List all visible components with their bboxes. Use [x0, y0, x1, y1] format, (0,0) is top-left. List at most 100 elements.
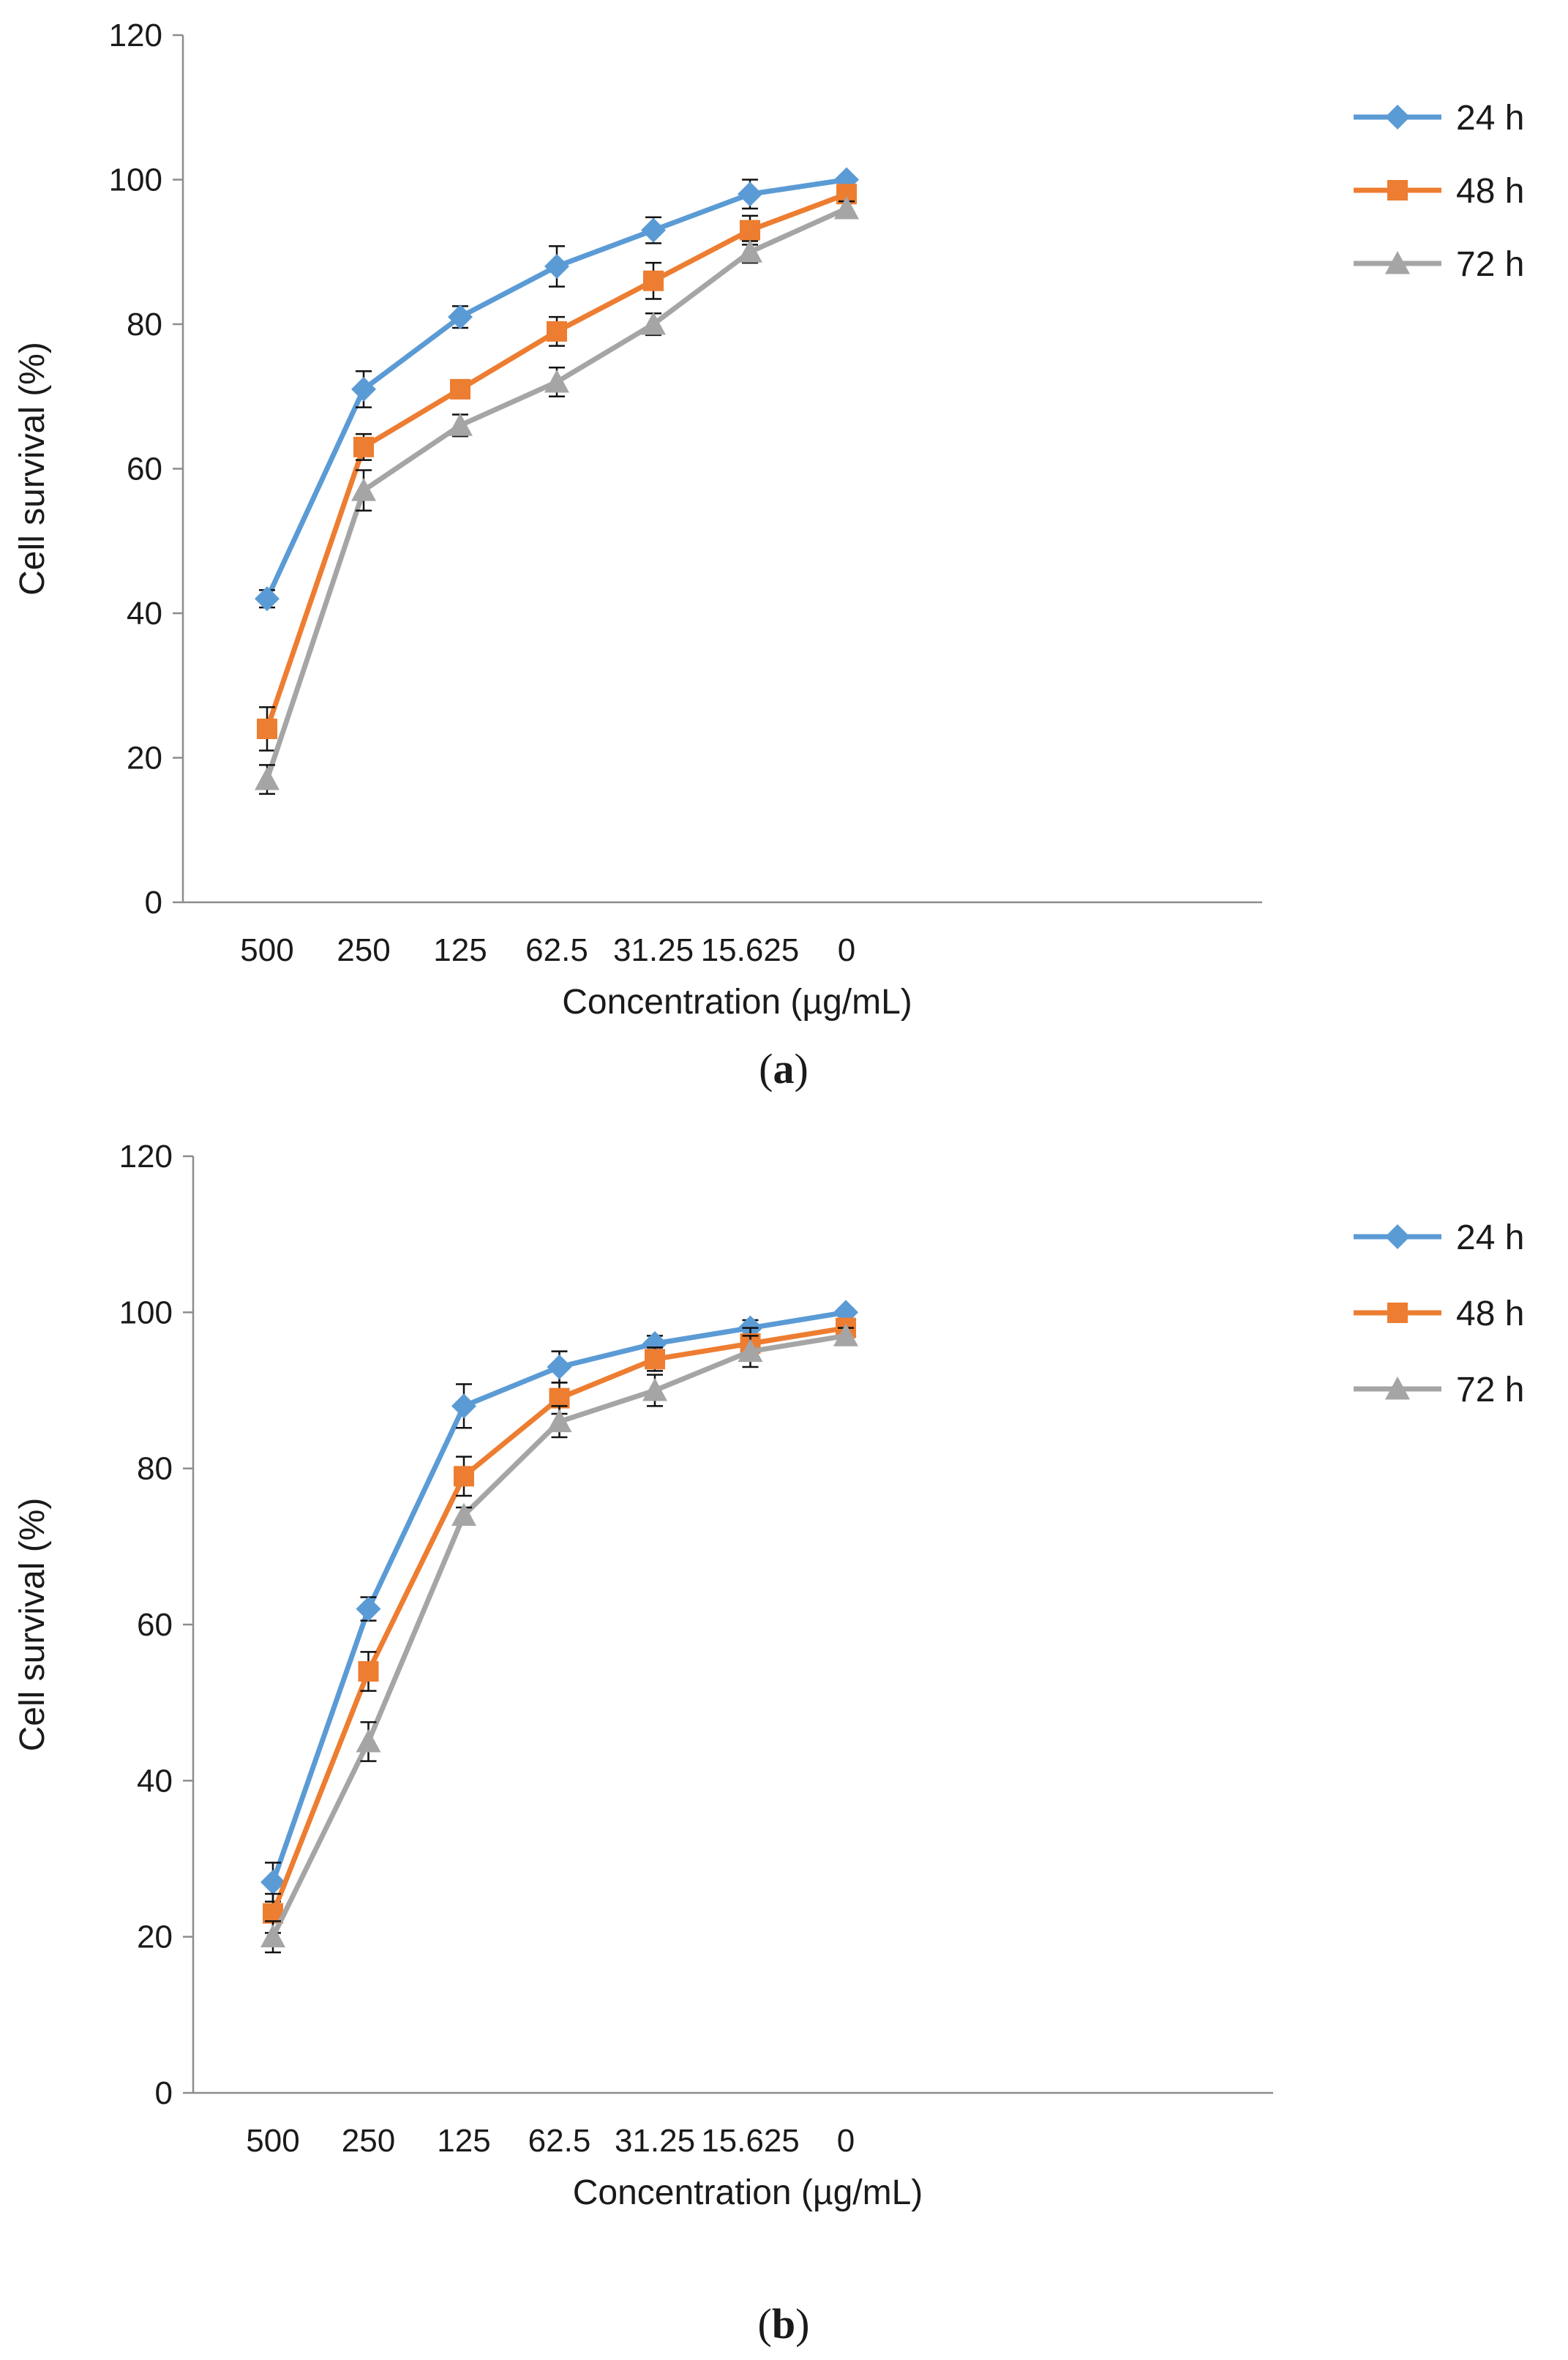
panel-label: (b)	[758, 2300, 810, 2348]
x-tick-label: 125	[433, 932, 487, 968]
legend-item: 24 h	[1354, 1218, 1524, 1257]
data-point	[358, 1661, 379, 1682]
data-point	[356, 1729, 381, 1753]
data-point	[643, 270, 664, 291]
y-tick-label: 60	[137, 1607, 173, 1643]
legend: 24 h 48 h 72 h	[1354, 99, 1524, 284]
x-tick-label: 0	[838, 932, 855, 968]
data-point	[448, 304, 473, 330]
data-point	[641, 312, 666, 335]
data-point	[738, 1338, 763, 1363]
y-tick-label: 80	[137, 1451, 173, 1487]
legend: 24 h 48 h 72 h	[1354, 1218, 1524, 1409]
series-24-h	[255, 167, 859, 612]
x-tick-label: 500	[246, 2123, 299, 2159]
data-point	[547, 1355, 572, 1379]
data-point	[645, 1349, 665, 1370]
y-tick-label: 120	[109, 18, 162, 53]
legend-item: 48 h	[1354, 172, 1524, 211]
data-point	[738, 239, 762, 263]
panel-label-open-paren: (	[758, 2300, 772, 2348]
data-point	[257, 719, 277, 739]
y-tick-label: 120	[119, 1139, 173, 1175]
series-line	[264, 206, 848, 781]
x-tick-label: 62.5	[528, 2123, 591, 2159]
chart-panel-b: 0 20 40 60 80 100 120 500 250 125 62.5 31.25 15.625 0…	[13, 1139, 1524, 2348]
legend-marker	[1385, 1224, 1410, 1249]
data-point	[834, 196, 859, 220]
x-axis-title: Concentration (µg/mL)	[573, 2173, 923, 2212]
y-tick-label: 0	[155, 2075, 173, 2111]
x-tick-label: 500	[240, 932, 293, 968]
data-point	[448, 413, 473, 436]
data-point	[547, 1409, 572, 1433]
data-point	[351, 478, 376, 501]
data-point	[450, 378, 470, 400]
panel-label-close-paren: )	[795, 1045, 809, 1093]
y-tick-label: 0	[145, 885, 162, 921]
data-point	[738, 181, 762, 207]
legend-label: 72 h	[1456, 245, 1524, 284]
x-axis-title: Concentration (µg/mL)	[562, 983, 912, 1022]
legend-item: 48 h	[1354, 1295, 1524, 1333]
y-axis-title: Cell survival (%)	[13, 1498, 52, 1752]
data-point	[833, 1323, 858, 1346]
data-point	[451, 1502, 476, 1526]
series-72-h	[255, 196, 859, 795]
data-point	[260, 1924, 285, 1948]
data-point	[255, 586, 280, 612]
data-point	[544, 254, 569, 279]
data-point	[451, 1393, 476, 1419]
legend-label: 48 h	[1456, 1295, 1524, 1333]
series-72-h	[260, 1323, 858, 1954]
legend-item: 72 h	[1354, 245, 1524, 284]
data-point	[547, 321, 567, 342]
data-point	[356, 1596, 381, 1622]
y-axis-title: Cell survival (%)	[13, 342, 52, 596]
data-point	[641, 217, 666, 243]
legend-marker	[1385, 105, 1410, 130]
legend-label: 24 h	[1456, 1218, 1524, 1257]
x-tick-label: 31.25	[615, 2123, 695, 2159]
y-tick-label: 20	[127, 741, 162, 776]
legend-marker	[1385, 1376, 1410, 1400]
chart-panel-a: 0 20 40 60 80 100 120 500 250 125 62.5 31.25 15.625 0…	[13, 18, 1524, 1093]
y-tick-label: 80	[127, 307, 162, 342]
y-tick-label: 100	[119, 1295, 173, 1330]
x-tick-label: 15.625	[701, 932, 800, 968]
legend-label: 72 h	[1456, 1371, 1524, 1409]
x-tick-label: 0	[837, 2123, 855, 2159]
data-point	[260, 1870, 285, 1895]
data-point	[549, 1387, 570, 1409]
legend-item: 24 h	[1354, 99, 1524, 138]
data-point	[255, 767, 280, 790]
y-tick-label: 100	[109, 162, 162, 198]
legend-item: 72 h	[1354, 1371, 1524, 1409]
x-tick-label: 62.5	[525, 932, 588, 968]
data-point	[740, 220, 760, 241]
legend-marker	[1385, 251, 1410, 274]
data-point	[642, 1378, 667, 1401]
x-tick-label: 125	[437, 2123, 490, 2159]
x-tick-label: 31.25	[613, 932, 694, 968]
panel-label-letter: a	[773, 1045, 795, 1093]
y-tick-label: 40	[127, 596, 162, 632]
y-tick-label: 20	[137, 1919, 173, 1955]
legend-label: 24 h	[1456, 99, 1524, 138]
y-tick-label: 40	[137, 1763, 173, 1799]
panel-label-open-paren: (	[759, 1045, 773, 1093]
legend-marker	[1387, 1303, 1408, 1323]
data-point	[544, 370, 569, 393]
data-point	[353, 436, 374, 457]
x-tick-label: 250	[337, 932, 390, 968]
y-tick-label: 60	[127, 452, 162, 487]
legend-label: 48 h	[1456, 172, 1524, 211]
data-point	[454, 1466, 474, 1487]
data-point	[351, 376, 376, 402]
panel-label: (a)	[759, 1045, 809, 1093]
x-tick-label: 15.625	[701, 2123, 800, 2159]
panel-label-close-paren: )	[795, 2300, 809, 2348]
panel-label-letter: b	[772, 2300, 795, 2348]
x-tick-label: 250	[342, 2123, 395, 2159]
